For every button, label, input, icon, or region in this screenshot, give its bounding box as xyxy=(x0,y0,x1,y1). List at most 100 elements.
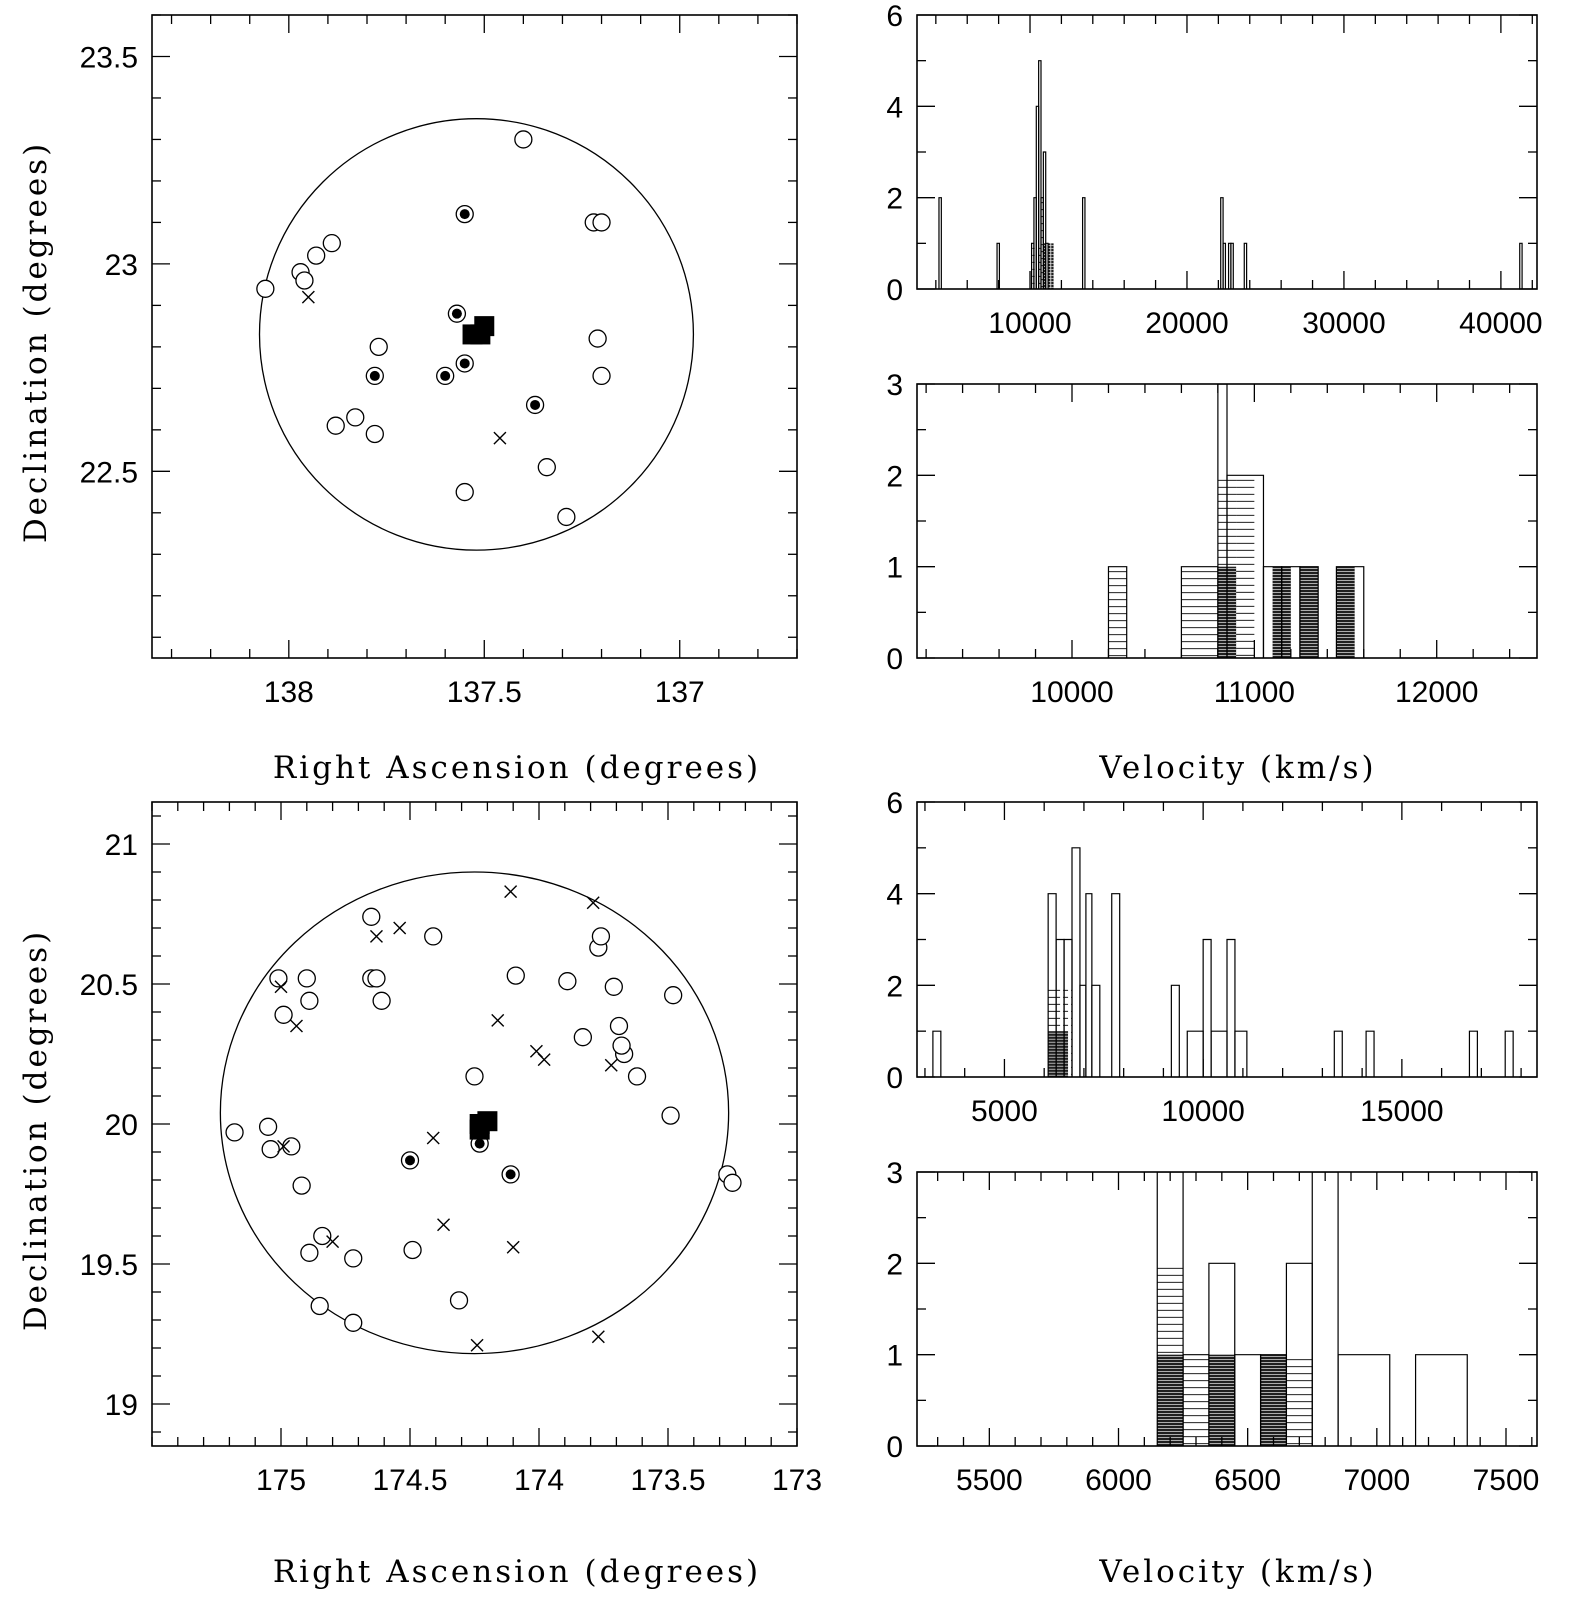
x-tick-label: 174 xyxy=(514,1464,564,1497)
member-galaxy-marker xyxy=(530,399,541,410)
hist-top-zoom-xlabel: Velocity (km/s) xyxy=(1098,750,1376,786)
non-member-x-marker xyxy=(493,431,507,445)
non-member-x-marker xyxy=(591,1330,605,1344)
plot-area xyxy=(219,871,742,1355)
histogram-bin xyxy=(1234,1030,1248,1077)
x-tick-label: 138 xyxy=(264,676,314,709)
histogram-bin xyxy=(932,1030,942,1077)
galaxy-no-velocity-marker xyxy=(258,1117,278,1136)
x-tick-label: 10000 xyxy=(1030,676,1113,709)
galaxy-no-velocity-marker xyxy=(592,213,611,232)
histogram-bin xyxy=(1414,1354,1468,1446)
y-tick-label: 22.5 xyxy=(80,456,138,489)
x-tick-label: 6500 xyxy=(1214,1464,1281,1497)
y-tick-label: 0 xyxy=(886,643,903,676)
histogram-bin xyxy=(1071,847,1081,1077)
galaxy-no-velocity-marker xyxy=(346,408,365,427)
plot-area xyxy=(938,60,1523,289)
non-member-x-marker xyxy=(470,1338,484,1352)
histogram-bin xyxy=(1311,1172,1339,1446)
galaxy-no-velocity-marker xyxy=(307,246,326,265)
plot-area xyxy=(932,847,1514,1077)
sky-top-ylabel: Declination (degrees) xyxy=(18,141,54,543)
histogram-bin xyxy=(1202,938,1212,1077)
histogram-bin xyxy=(1504,1030,1514,1077)
galaxy-no-velocity-marker xyxy=(300,991,319,1010)
galaxy-no-velocity-marker xyxy=(297,969,316,988)
x-tick-label: 6000 xyxy=(1085,1464,1152,1497)
y-tick-label: 2 xyxy=(886,460,903,493)
x-tick-label: 40000 xyxy=(1459,307,1542,340)
sky-plot-top: 138 137.5 137 22.5 23 23.5 xyxy=(80,14,798,709)
galaxy-no-velocity-marker xyxy=(591,927,611,946)
search-radius-circle xyxy=(219,871,730,1355)
y-tick-label: 4 xyxy=(886,91,903,124)
galaxy-no-velocity-marker xyxy=(403,1240,422,1260)
galaxy-no-velocity-marker xyxy=(274,1005,293,1024)
galaxy-no-velocity-marker xyxy=(282,1137,301,1156)
x-tick-label: 11000 xyxy=(1214,676,1295,709)
y-tick-label: 0 xyxy=(886,274,903,307)
y-tick-label: 6 xyxy=(886,787,903,820)
group-center-square xyxy=(469,1119,490,1140)
histogram-bin xyxy=(1222,242,1227,289)
galaxy-no-velocity-marker xyxy=(225,1123,244,1142)
galaxy-no-velocity-marker xyxy=(506,966,525,985)
hist-bottom-zoom-xlabel: Velocity (km/s) xyxy=(1098,1554,1376,1590)
galaxy-no-velocity-marker xyxy=(300,1243,319,1262)
member-galaxy-marker xyxy=(505,1169,516,1180)
sky-top-xlabel: Right Ascension (degrees) xyxy=(273,750,761,786)
galaxy-no-velocity-marker xyxy=(612,1036,631,1055)
x-tick-label: 174.5 xyxy=(372,1464,447,1497)
y-tick-label: 23 xyxy=(105,249,138,282)
histogram-bin xyxy=(1038,60,1042,289)
histogram-bin xyxy=(1365,1030,1375,1077)
histogram-bin xyxy=(1243,242,1248,289)
histogram-bin xyxy=(938,197,942,289)
histogram-bin xyxy=(1468,1030,1478,1077)
dense-hatched-bin xyxy=(1157,1354,1184,1446)
histogram-bin xyxy=(1335,566,1365,658)
non-member-x-marker xyxy=(277,1139,291,1153)
x-tick-label: 7000 xyxy=(1343,1464,1410,1497)
non-member-x-marker xyxy=(301,290,315,304)
member-galaxy-marker xyxy=(440,370,451,381)
galaxy-no-velocity-marker xyxy=(292,1176,311,1195)
x-tick-label: 7500 xyxy=(1473,1464,1540,1497)
galaxy-no-velocity-marker xyxy=(372,991,391,1010)
y-tick-label: 19 xyxy=(105,1389,138,1422)
histogram-bin xyxy=(1519,242,1523,289)
galaxy-no-velocity-marker xyxy=(664,986,683,1005)
member-galaxy-marker xyxy=(459,358,470,369)
galaxy-no-velocity-marker xyxy=(322,234,341,253)
y-tick-label: 19.5 xyxy=(80,1249,138,1282)
histogram-bin xyxy=(996,242,1001,289)
histogram-top-zoom: 10000 11000 12000 0 1 2 3 xyxy=(886,369,1538,709)
galaxy-no-velocity-marker xyxy=(362,907,381,926)
galaxy-no-velocity-marker xyxy=(558,972,577,991)
galaxy-no-velocity-marker xyxy=(465,1067,484,1086)
y-tick-label: 23.5 xyxy=(80,41,138,74)
x-tick-label: 10000 xyxy=(1161,1095,1244,1128)
galaxy-no-velocity-marker xyxy=(344,1249,363,1268)
group-center-square xyxy=(470,324,491,345)
non-member-x-marker xyxy=(326,1235,340,1249)
non-member-x-marker xyxy=(506,1240,520,1254)
galaxy-no-velocity-marker xyxy=(557,507,576,527)
histogram-bin xyxy=(1107,566,1128,658)
y-tick-label: 3 xyxy=(886,369,903,402)
galaxy-no-velocity-marker xyxy=(369,337,388,357)
histogram-bottom-wide: 5000 10000 15000 0 2 4 6 xyxy=(886,787,1538,1128)
histogram-bin xyxy=(1081,197,1086,289)
non-member-x-marker xyxy=(537,1053,551,1067)
non-member-x-marker xyxy=(393,921,407,935)
histogram-bin xyxy=(1170,984,1180,1077)
non-member-x-marker xyxy=(274,980,288,994)
member-galaxy-marker xyxy=(474,1138,485,1149)
dense-hatched-bin xyxy=(1208,1354,1235,1446)
x-tick-label: 173.5 xyxy=(630,1464,705,1497)
x-tick-label: 5000 xyxy=(971,1095,1038,1128)
plot-area xyxy=(1156,1172,1468,1446)
non-member-x-marker xyxy=(586,896,600,910)
